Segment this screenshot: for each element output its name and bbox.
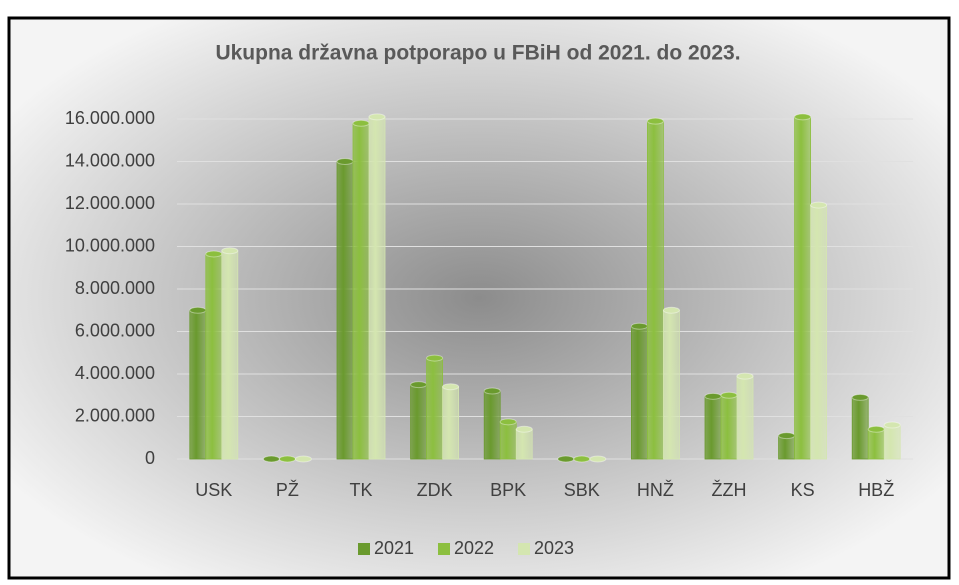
x-tick-label: ŽZH xyxy=(712,480,747,500)
bar-cap xyxy=(573,455,591,463)
x-tick-label: ZDK xyxy=(417,480,453,500)
bar-cap xyxy=(352,119,370,127)
x-tick-label: KS xyxy=(791,480,815,500)
legend-swatch xyxy=(518,543,530,555)
bar xyxy=(189,309,207,460)
y-tick-label: 12.000.000 xyxy=(65,193,155,213)
bar-cap xyxy=(704,392,722,400)
bar xyxy=(647,120,664,460)
bar-cap xyxy=(720,391,738,399)
bar-cap xyxy=(336,158,354,165)
x-tick-label: PŽ xyxy=(276,480,299,500)
x-tick-label: TK xyxy=(349,480,372,500)
y-tick-label: 10.000.000 xyxy=(65,235,155,255)
bar-cap xyxy=(368,113,386,121)
bar xyxy=(736,375,754,460)
bar-cap xyxy=(278,455,296,463)
x-tick-label: HBŽ xyxy=(858,480,894,500)
bar xyxy=(205,253,223,460)
legend-label: 2023 xyxy=(534,538,574,558)
bar xyxy=(631,325,648,460)
bar-cap xyxy=(515,425,533,433)
bar-cap xyxy=(221,247,239,255)
bar xyxy=(810,204,827,460)
bar xyxy=(352,122,370,460)
bar-cap xyxy=(646,117,664,125)
bar xyxy=(499,421,517,460)
bar-cap xyxy=(778,432,796,440)
bar xyxy=(720,394,738,460)
bar xyxy=(663,309,680,460)
bar xyxy=(515,428,533,460)
bar xyxy=(336,161,354,460)
bar xyxy=(483,390,501,460)
bar-cap xyxy=(883,421,901,429)
bar-cap xyxy=(499,418,517,426)
bar xyxy=(704,395,722,460)
bar xyxy=(794,116,811,460)
bar xyxy=(867,428,885,460)
bar-cap xyxy=(189,306,207,314)
chart-area xyxy=(7,16,951,580)
bar-cap xyxy=(294,455,312,463)
bar-cap xyxy=(736,372,754,380)
legend-label: 2021 xyxy=(374,538,414,558)
bar-cap xyxy=(662,306,680,314)
x-tick-label: BPK xyxy=(490,480,526,500)
bar-cap xyxy=(557,455,575,463)
bar-cap xyxy=(442,383,460,391)
x-tick-label: HNŽ xyxy=(637,480,674,500)
legend-swatch xyxy=(358,543,370,555)
bar xyxy=(221,250,239,460)
bar-cap xyxy=(483,387,501,395)
bar-cap xyxy=(410,381,428,389)
x-tick-label: USK xyxy=(195,480,232,500)
bar-cap xyxy=(262,455,280,463)
y-tick-label: 2.000.000 xyxy=(75,405,155,425)
y-tick-label: 16.000.000 xyxy=(65,108,155,128)
y-tick-label: 14.000.000 xyxy=(65,150,155,170)
y-tick-label: 4.000.000 xyxy=(75,363,155,383)
chart-title: Ukupna državna potporapo u FBiH od 2021.… xyxy=(215,42,740,65)
bar-cap xyxy=(851,393,869,401)
bar-cap xyxy=(589,455,607,463)
legend-swatch xyxy=(438,543,450,555)
bar-cap xyxy=(810,201,828,209)
bar xyxy=(851,396,869,460)
bar xyxy=(442,386,460,460)
bar-cap xyxy=(205,250,223,258)
x-tick-label: SBK xyxy=(564,480,600,500)
y-tick-label: 6.000.000 xyxy=(75,320,155,340)
bar-cap xyxy=(426,354,444,362)
bar xyxy=(883,424,901,460)
bar xyxy=(778,435,795,460)
bar xyxy=(426,357,444,460)
bar xyxy=(410,384,428,460)
y-tick-label: 8.000.000 xyxy=(75,278,155,298)
bar xyxy=(368,116,386,460)
bar-cap xyxy=(630,322,648,330)
y-tick-label: 0 xyxy=(145,448,155,468)
legend-label: 2022 xyxy=(454,538,494,558)
bar-cap xyxy=(794,113,812,121)
bar-cap xyxy=(867,425,885,433)
